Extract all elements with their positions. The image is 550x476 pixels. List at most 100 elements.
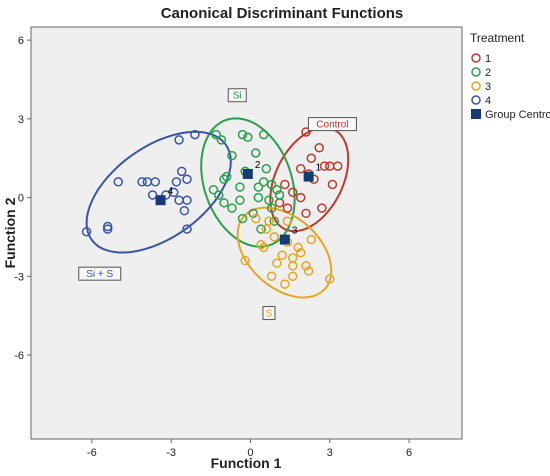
group-4-point [150,177,161,187]
group-1-point [317,203,327,213]
group-3-point [269,232,280,242]
group-3-point [251,213,261,224]
y-tick-label: 0 [18,193,24,205]
group-4-point [179,205,190,216]
group-2-point [219,174,229,184]
annotation-label: S [266,309,273,320]
group-1-point [301,208,311,219]
group-2-point [248,208,258,219]
group-2-point [235,195,245,205]
group-4-ellipse [85,130,232,254]
points-layer: 1 2 3 4 [81,127,343,289]
group-1-point [301,127,311,137]
group-4-point [174,135,184,145]
annotation-box [227,88,247,103]
legend-label: 1 [485,53,491,65]
chart-title: Canonical Discriminant Functions [161,5,404,22]
group-2-point [213,190,224,200]
group-2-point [219,198,229,208]
y-tick-label: 6 [18,35,24,47]
group-4-point [81,226,92,237]
group-1-point [282,203,293,213]
annotation-label: Control [316,120,348,131]
group-2-point [253,182,264,192]
group-4-point [137,177,147,187]
x-tick-label: -3 [166,447,176,459]
group-1-point [295,192,306,203]
group-2-point [237,213,248,224]
group-3-point [293,242,303,253]
group-4-point [174,195,184,205]
group-4-point [102,224,113,234]
annotation-label: Si + S [86,269,113,280]
group-3-point [264,216,274,226]
group-1-point [295,163,306,174]
group-2-point [216,135,227,145]
group-3-point [325,274,335,284]
group-3-point [277,250,287,261]
legend-marker-3 [471,81,481,91]
group-1-point [327,179,338,190]
legend-marker-4 [471,95,481,105]
x-tick-label: 3 [327,447,333,459]
annotation-box [262,306,276,321]
group-1-point [332,161,343,171]
group-1-point [306,153,317,163]
group-4-point [147,190,158,200]
group-2-point [266,203,277,213]
group-3-point [301,261,311,271]
group-3-point [303,266,314,276]
group-2-point [227,150,237,161]
y-tick-label: -3 [14,271,24,283]
group-3-point [282,216,293,226]
group-2-point [237,129,248,140]
group-2-point [258,129,269,140]
y-tick-label: -6 [14,350,24,362]
tick-layer: -6 -3 0 3 6 -6 -3 0 3 6 [14,35,412,459]
legend: Treatment 1 2 3 4 Group Centroid [470,31,550,121]
legend-marker-1 [471,53,481,63]
group-4-point [102,221,113,232]
group-3-point [288,271,298,282]
group-3-point [280,279,290,289]
group-2-point [227,203,237,213]
annotation-label: Si [233,91,242,102]
x-tick-label: 0 [247,447,253,459]
group-1-point [314,142,324,153]
group-2-point [211,129,221,140]
centroid-label: 1 [316,163,322,174]
group-3-centroid [279,234,290,245]
group-2-ellipse [200,117,296,248]
group-4-point [182,224,192,234]
group-2-point [251,148,261,158]
legend-title: Treatment [470,31,525,45]
group-1-centroid [303,171,314,182]
legend-marker-2 [471,67,481,77]
group-1-point [319,161,330,171]
group-2-point [266,179,277,190]
group-4-point [176,166,187,177]
group-3-point [240,255,250,266]
legend-label: 2 [485,67,491,79]
group-2-centroid [242,168,253,179]
group-2-point [243,132,253,142]
group-3-point [256,240,266,250]
x-tick-label: -6 [87,447,97,459]
y-tick-label: 3 [18,114,24,126]
centroid-label: 2 [255,160,261,171]
group-3-ellipse [236,206,333,299]
legend-centroid-marker [471,109,481,119]
group-2-point [256,224,266,234]
centroid-label: 3 [292,226,298,237]
group-4-centroid [155,195,166,206]
group-1-point [280,179,290,190]
group-1-point [288,187,298,198]
group-3-point [306,234,317,245]
group-2-point [235,182,245,192]
group-3-point [295,247,306,258]
group-2-point [274,190,285,200]
x-tick-label: 6 [406,447,412,459]
group-4-point [171,177,182,187]
annotation-box [78,266,122,281]
centroid-label: 4 [168,186,174,197]
